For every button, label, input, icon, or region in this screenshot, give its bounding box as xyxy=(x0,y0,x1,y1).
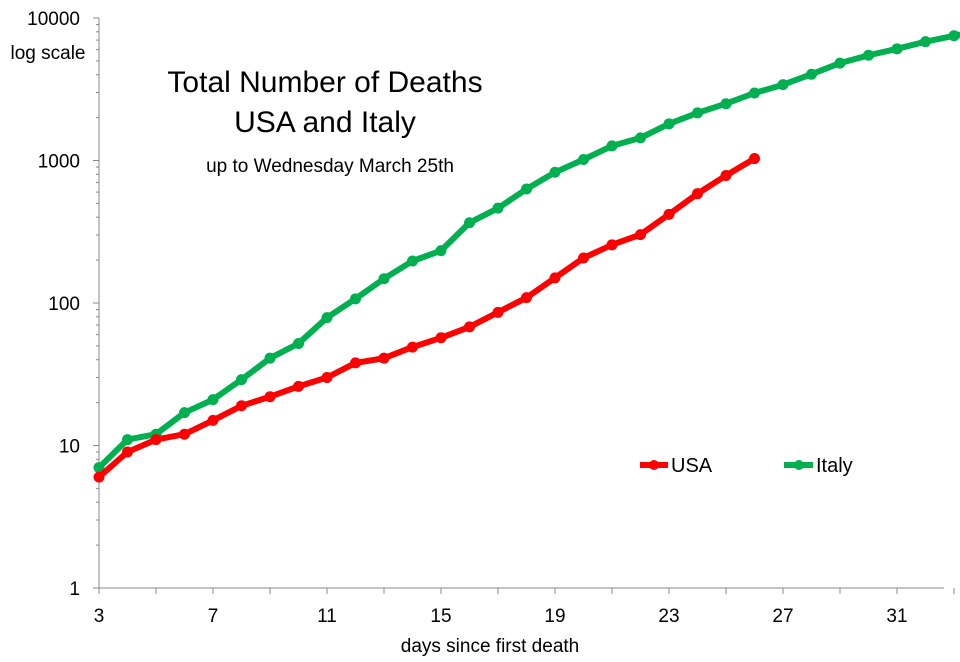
data-point-italy xyxy=(93,462,105,474)
data-point-usa xyxy=(93,471,105,483)
data-point-italy xyxy=(606,140,618,152)
data-point-italy xyxy=(236,374,247,386)
data-point-italy xyxy=(720,98,732,110)
data-point-italy xyxy=(834,57,846,69)
data-point-usa xyxy=(606,239,618,251)
chart-title-line-1: Total Number of Deaths xyxy=(167,66,482,99)
chart-title-line-2: USA and Italy xyxy=(234,106,416,139)
data-point-usa xyxy=(236,400,247,412)
data-point-italy xyxy=(749,87,760,99)
x-tick-label: 31 xyxy=(886,606,907,627)
axes: 1 10 100 1000 10000 3 7 11 15 19 23 27 31 xyxy=(27,9,955,627)
data-point-usa xyxy=(150,434,162,446)
data-point-italy xyxy=(948,30,960,42)
x-tick-label: 23 xyxy=(658,606,679,627)
data-point-usa xyxy=(578,252,589,264)
data-point-italy xyxy=(920,36,931,48)
data-point-usa xyxy=(264,391,276,403)
data-point-italy xyxy=(492,202,504,214)
series-line-usa xyxy=(96,155,758,481)
data-point-italy xyxy=(350,293,361,305)
data-point-usa xyxy=(635,229,646,241)
x-tick-label: 15 xyxy=(430,606,451,627)
data-point-italy xyxy=(293,337,304,349)
legend-marker-usa xyxy=(649,460,659,470)
data-point-usa xyxy=(350,357,361,369)
x-tick-label: 7 xyxy=(208,606,219,627)
data-point-italy xyxy=(663,118,675,130)
x-tick-label: 11 xyxy=(317,606,337,627)
series-layer xyxy=(93,30,960,483)
x-tick-label: 19 xyxy=(544,606,565,627)
data-point-italy xyxy=(122,434,133,446)
data-point-usa xyxy=(749,153,760,165)
series-usa xyxy=(93,153,760,483)
y-tick-label: 100 xyxy=(48,294,80,315)
data-point-usa xyxy=(720,169,732,181)
data-point-italy xyxy=(549,166,561,178)
data-point-usa xyxy=(122,446,133,458)
data-point-usa xyxy=(464,321,475,333)
data-point-italy xyxy=(806,68,817,80)
text-layer: Total Number of Deaths USA and Italy up … xyxy=(11,43,580,657)
data-point-italy xyxy=(692,107,703,119)
data-point-italy xyxy=(321,312,333,324)
legend-label-usa: USA xyxy=(671,455,713,477)
y-tick-label: 1000 xyxy=(38,152,80,173)
data-point-usa xyxy=(692,188,703,200)
chart-subtitle: up to Wednesday March 25th xyxy=(206,156,454,177)
legend-label-italy: Italy xyxy=(816,455,853,477)
data-point-italy xyxy=(179,407,190,419)
data-point-italy xyxy=(464,217,475,229)
data-point-italy xyxy=(521,183,532,195)
data-point-italy xyxy=(207,394,219,406)
data-point-italy xyxy=(863,49,874,61)
data-point-usa xyxy=(549,272,561,284)
data-point-italy xyxy=(891,43,903,55)
data-point-usa xyxy=(321,372,333,384)
legend-marker-italy xyxy=(794,460,804,470)
data-point-italy xyxy=(578,154,589,166)
data-point-italy xyxy=(264,352,276,364)
legend: USA Italy xyxy=(640,455,853,477)
data-point-usa xyxy=(407,341,418,353)
data-point-italy xyxy=(635,132,646,144)
series-italy xyxy=(93,30,960,474)
data-point-usa xyxy=(663,208,675,220)
data-point-usa xyxy=(293,380,304,392)
x-tick-label: 3 xyxy=(94,606,105,627)
data-point-usa xyxy=(521,292,532,304)
data-point-italy xyxy=(777,79,789,91)
x-axis-label: days since first death xyxy=(401,636,579,657)
x-tick-label: 27 xyxy=(772,606,793,627)
y-tick-label: 10000 xyxy=(27,9,80,30)
data-point-usa xyxy=(492,306,504,318)
y-axis-label: log scale xyxy=(11,43,86,64)
data-point-italy xyxy=(378,273,390,285)
data-point-usa xyxy=(179,428,190,440)
y-tick-label: 1 xyxy=(69,579,80,600)
data-point-italy xyxy=(407,255,418,267)
data-point-italy xyxy=(435,245,447,257)
data-point-usa xyxy=(435,332,447,344)
y-tick-label: 10 xyxy=(59,437,80,458)
data-point-usa xyxy=(378,352,390,364)
data-point-usa xyxy=(207,414,219,426)
